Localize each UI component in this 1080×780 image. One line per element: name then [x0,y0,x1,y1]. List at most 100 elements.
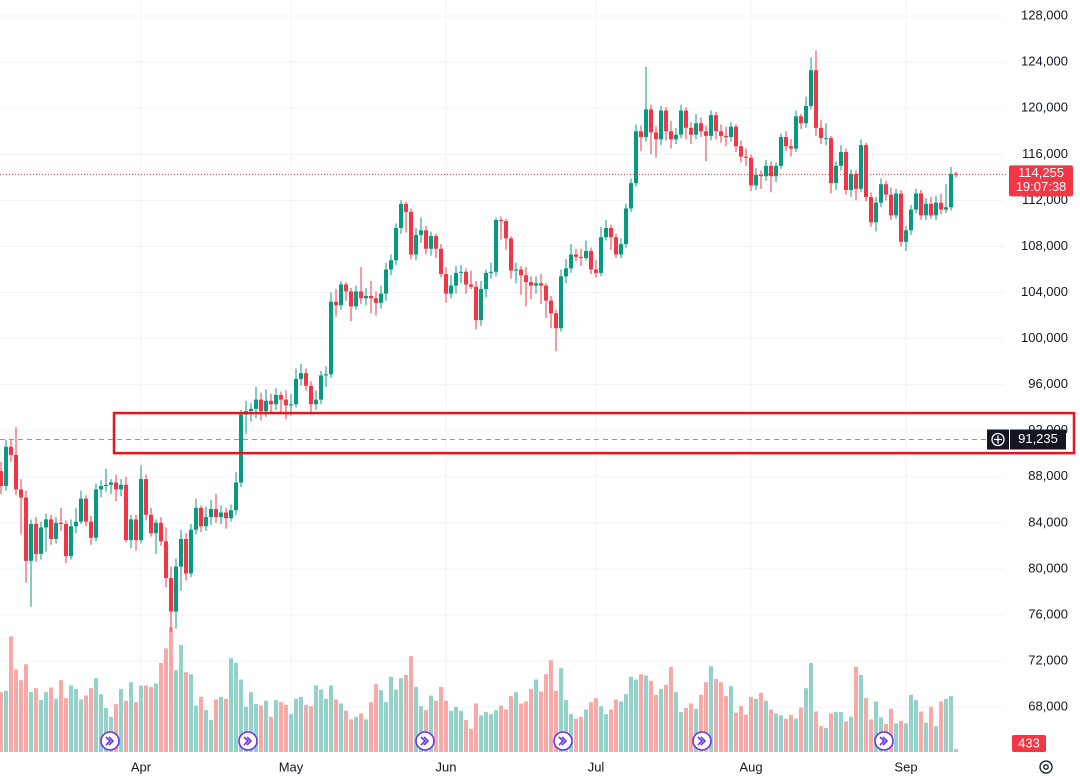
y-tick-label: 124,000 [1021,54,1068,69]
volume-bar [164,648,168,752]
candle-body [189,529,193,574]
candle-body [924,203,928,216]
event-icon[interactable] [692,731,712,751]
volume-bar [179,644,183,752]
volume-bar [859,674,863,752]
candle-body [49,519,53,539]
volume-bar [684,708,688,752]
volume-bar [94,678,98,752]
candle-body [854,173,858,189]
event-icon[interactable] [100,731,120,751]
volume-bar [924,722,928,752]
y-tick-label: 88,000 [1028,468,1068,483]
candle-body [744,156,748,158]
candle-body [554,313,558,329]
volume-bar [909,694,913,752]
candle-body [839,152,843,166]
volume-bar [669,666,673,752]
volume-bar [44,692,48,752]
candle-body [664,110,668,132]
volume-bar [889,708,893,752]
candle-body [894,193,898,216]
x-tick-label: Jul [588,759,605,774]
candle-body [604,228,608,238]
candle-body [259,399,263,412]
candle-body [114,482,118,490]
candle-body [269,400,273,405]
candle-body [314,399,318,405]
candle-body [294,378,298,405]
candle-body [39,527,43,554]
event-layer [100,731,894,751]
volume-bar [139,685,143,752]
volume-bar [804,688,808,752]
event-icon[interactable] [874,731,894,751]
candle-body [809,70,813,106]
volume-bar [464,720,468,752]
candle-body [819,127,823,139]
volume-bar [314,685,318,752]
candle-body [624,208,628,245]
candle-body [889,194,893,216]
candle-body [584,251,588,258]
volume-bar [219,696,223,752]
candle-body [694,123,698,135]
candle-body [619,244,623,255]
candle-body [704,131,708,136]
volume-bar [519,703,523,752]
candle-body [59,522,63,524]
volume-bar [589,702,593,752]
event-icon[interactable] [238,731,258,751]
candle-body [859,145,863,189]
volume-bar [864,698,868,752]
volume-bar [269,716,273,752]
crosshair-plus [991,432,1005,447]
candle-body [149,514,153,534]
y-tick-label: 104,000 [1021,284,1068,299]
volume-bar [229,658,233,752]
candle-body [659,110,663,140]
volume-bar [509,696,513,752]
candle-body [519,269,523,276]
candle-body [69,526,73,557]
event-icon[interactable] [415,731,435,751]
event-icon[interactable] [553,731,573,751]
volume-bar [819,726,823,752]
volume-bar [484,712,488,752]
candle-body [199,507,203,527]
candle-body [99,485,103,490]
candle-body [674,134,678,140]
volume-bar [64,698,68,752]
volume-bar [784,718,788,752]
volume-bar [344,710,348,752]
volume-bar [639,674,643,752]
volume-bar [309,706,313,752]
volume-bar [414,686,418,752]
volume-bar [254,704,258,752]
volume-bar [444,700,448,752]
settings-icon[interactable] [1039,760,1053,774]
volume-bar [694,708,698,752]
volume-bar [774,713,778,752]
candle-body [234,482,238,511]
candle-body [209,509,213,518]
candle-body [129,519,133,541]
candle-body [424,230,428,249]
candle-body [829,138,833,184]
volume-bar [614,699,618,752]
volume-bar [319,689,323,752]
volume-bar [939,701,943,752]
volume-bar [629,676,633,752]
volume-bar [209,720,213,752]
candle-body [869,196,873,223]
y-tick-label: 72,000 [1028,652,1068,667]
volume-bar [104,708,108,752]
candle-body [564,268,568,277]
volume-bar [489,714,493,752]
volume-bar [799,707,803,752]
last-price-label: 114,255 [1018,165,1064,180]
candle-body [699,123,703,132]
volume-bar [954,749,958,752]
volume-bar [174,670,178,752]
candle-body [179,538,183,567]
